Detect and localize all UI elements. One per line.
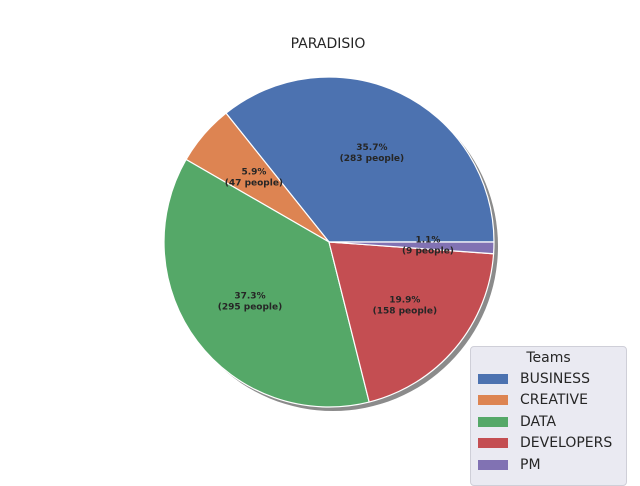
- pie-slice-developers: [328, 241, 495, 403]
- pie-labels: 35.7%(283 people) 5.9%(47 people) 37.3%(29…: [218, 143, 454, 317]
- legend-item-data: DATA: [471, 411, 626, 433]
- legend-item-business: BUSINESS: [471, 368, 626, 390]
- legend-swatch: [478, 459, 508, 470]
- legend-item-pm: PM: [471, 454, 626, 476]
- slice-count-label: (9 people): [402, 247, 454, 257]
- slice-percent-label: 19.9%: [389, 296, 420, 306]
- slice-percent-label: 35.7%: [356, 143, 387, 153]
- legend-items: BUSINESS CREATIVE DATA DEVELOPERS PM: [471, 368, 626, 476]
- slice-count-label: (47 people): [225, 178, 283, 188]
- legend-item-creative: CREATIVE: [471, 390, 626, 412]
- legend-item-developers: DEVELOPERS: [471, 433, 626, 455]
- legend-label: DEVELOPERS: [520, 435, 613, 452]
- legend-label: PM: [520, 456, 541, 473]
- pie-slices: [163, 76, 495, 408]
- slice-percent-label: 1.1%: [415, 236, 440, 246]
- slice-percent-label: 37.3%: [234, 292, 265, 302]
- legend-title: Teams: [526, 350, 571, 366]
- slice-count-label: (158 people): [373, 307, 438, 317]
- pie-slice-data: [163, 158, 370, 408]
- legend: Teams BUSINESS CREATIVE DATA DEVELOPERS PM: [470, 346, 627, 486]
- legend-swatch: [478, 373, 508, 384]
- legend-swatch: [478, 395, 508, 406]
- pie-slice-pm: [328, 241, 495, 255]
- legend-swatch: [478, 438, 508, 449]
- slice-count-label: (283 people): [340, 154, 405, 164]
- chart-title: PARADISIO: [291, 36, 366, 52]
- legend-swatch: [478, 416, 508, 427]
- slice-percent-label: 5.9%: [241, 167, 266, 177]
- slice-count-label: (295 people): [218, 303, 283, 313]
- legend-label: BUSINESS: [520, 370, 590, 387]
- legend-label: DATA: [520, 413, 557, 430]
- pie-slice-business: [225, 76, 495, 243]
- legend-label: CREATIVE: [520, 392, 588, 409]
